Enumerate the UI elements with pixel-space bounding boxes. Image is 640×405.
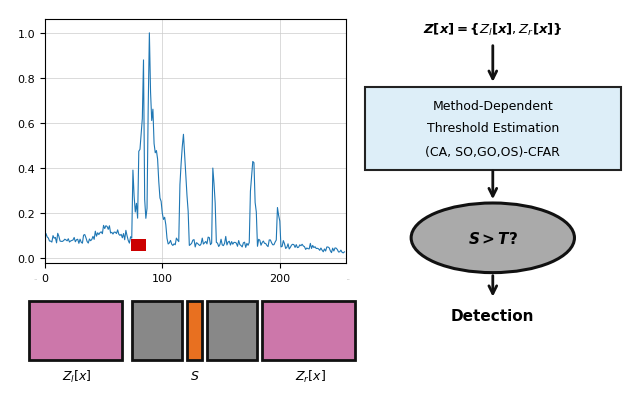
Text: $\boldsymbol{Z[x] = \{Z_l[x], Z_r[x]\}}$: $\boldsymbol{Z[x] = \{Z_l[x], Z_r[x]\}}$: [423, 22, 563, 38]
FancyBboxPatch shape: [207, 301, 257, 360]
FancyBboxPatch shape: [187, 301, 202, 360]
FancyBboxPatch shape: [365, 87, 621, 171]
FancyBboxPatch shape: [262, 301, 355, 360]
Ellipse shape: [411, 203, 575, 273]
Bar: [131, 239, 146, 252]
Text: $Z_l[x]$: $Z_l[x]$: [62, 368, 92, 384]
Text: $S$: $S$: [189, 369, 199, 383]
Text: Threshold Estimation: Threshold Estimation: [427, 122, 559, 134]
Text: $Z_r[x]$: $Z_r[x]$: [294, 368, 326, 384]
Text: Method-Dependent: Method-Dependent: [433, 100, 553, 113]
FancyBboxPatch shape: [132, 301, 182, 360]
Text: Detection: Detection: [451, 308, 534, 323]
Text: $\boldsymbol{S > T?}$: $\boldsymbol{S > T?}$: [468, 230, 518, 246]
Text: (CA, SO,GO,OS)-CFAR: (CA, SO,GO,OS)-CFAR: [426, 145, 560, 158]
FancyBboxPatch shape: [29, 301, 122, 360]
